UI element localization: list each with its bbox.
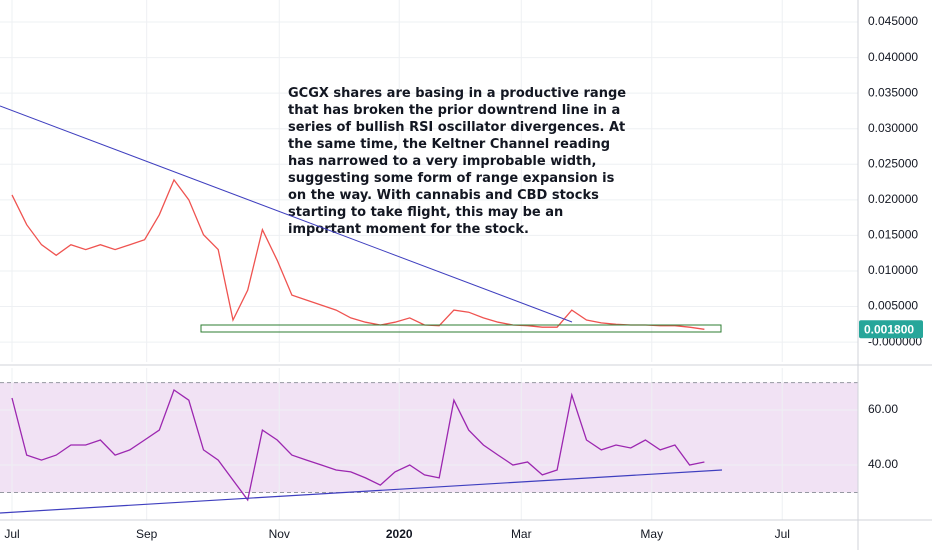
- x-tick-label: May: [640, 527, 663, 541]
- y-tick-label: 40.00: [868, 457, 898, 471]
- y-tick-label: 0.025000: [868, 156, 918, 170]
- annotation-line: that has broken the prior downtrend line…: [288, 103, 620, 118]
- annotation-line: suggesting some form of range expansion …: [288, 171, 615, 186]
- annotation-line: GCGX shares are basing in a productive r…: [288, 86, 626, 101]
- last-price-label: 0.001800: [864, 322, 914, 336]
- y-tick-label: 0.005000: [868, 299, 918, 313]
- x-tick-label: Jul: [775, 527, 790, 541]
- x-tick-label: Jul: [4, 527, 19, 541]
- annotation-line: the same time, the Keltner Channel readi…: [288, 137, 610, 152]
- x-tick-label: Nov: [269, 527, 290, 541]
- y-tick-label: 0.010000: [868, 263, 918, 277]
- y-tick-label: 0.020000: [868, 192, 918, 206]
- y-tick-label: 0.040000: [868, 50, 918, 64]
- downtrend-line: [0, 105, 573, 323]
- series-line: [11, 178, 705, 330]
- y-tick-label: 0.045000: [868, 14, 918, 28]
- x-tick-label: Sep: [136, 527, 158, 541]
- annotation-line: starting to take flight, this may be an: [288, 205, 563, 220]
- series-line: [11, 388, 705, 502]
- y-tick-label: 0.015000: [868, 228, 918, 242]
- rsi-band: [0, 382, 858, 493]
- annotation-line: important moment for the stock.: [288, 222, 529, 237]
- y-tick-label: 60.00: [868, 402, 898, 416]
- y-tick-label: 0.030000: [868, 121, 918, 135]
- annotation-line: has narrowed to a very improbable width,: [288, 154, 596, 169]
- annotation: GCGX shares are basing in a productive r…: [288, 86, 626, 237]
- last-price-badge: [859, 320, 923, 339]
- y-tick-label: 0.035000: [868, 85, 918, 99]
- annotation-line: series of bullish RSI oscillator diverge…: [288, 120, 625, 135]
- x-tick-label: 2020: [386, 527, 413, 541]
- annotation-line: on the way. With cannabis and CBD stocks: [288, 188, 599, 203]
- range-box: [200, 324, 722, 333]
- rsi-trend-line: [0, 469, 723, 514]
- x-tick-label: Mar: [511, 527, 532, 541]
